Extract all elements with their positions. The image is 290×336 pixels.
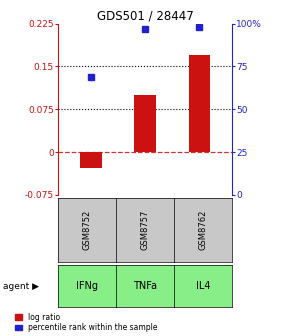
Text: GSM8757: GSM8757	[140, 210, 150, 250]
Title: GDS501 / 28447: GDS501 / 28447	[97, 9, 193, 23]
Text: GSM8752: GSM8752	[82, 210, 92, 250]
Text: IFNg: IFNg	[76, 282, 98, 291]
Bar	[188, 55, 210, 152]
Bar	[80, 152, 101, 168]
Text: GSM8762: GSM8762	[198, 210, 208, 250]
Bar	[134, 95, 156, 152]
Text: agent ▶: agent ▶	[3, 282, 39, 291]
Text: IL4: IL4	[196, 282, 210, 291]
Text: TNFa: TNFa	[133, 282, 157, 291]
Legend: log ratio, percentile rank within the sample: log ratio, percentile rank within the sa…	[15, 313, 157, 332]
